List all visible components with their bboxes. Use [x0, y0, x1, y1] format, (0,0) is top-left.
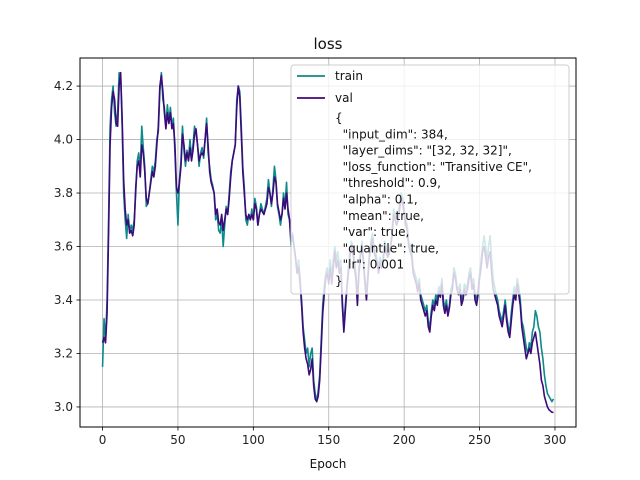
legend-note-line: "mean": true, [335, 209, 424, 223]
x-tick-label: 300 [544, 433, 567, 447]
y-tick-label: 3.2 [54, 346, 73, 360]
plot-frame [79, 57, 577, 428]
legend: train val { "input_dim": 384, "layer_dims"… [290, 64, 570, 295]
y-axis-ticks: 3.0 3.2 3.4 3.6 3.8 4.0 4.2 [54, 79, 80, 414]
legend-note-line: "var": true, [335, 225, 409, 239]
legend-note-line: "quantile": true, [335, 241, 439, 255]
legend-note-line: { [335, 111, 343, 125]
y-tick-label: 3.4 [54, 293, 73, 307]
chart-title: loss [314, 35, 343, 53]
y-tick-label: 3.6 [54, 240, 73, 254]
legend-note-line: "loss_function": "Transitive CE", [335, 160, 532, 174]
x-axis-label: Epoch [310, 457, 347, 471]
legend-note-line: "input_dim": 384, [335, 127, 448, 141]
x-tick-label: 0 [99, 433, 107, 447]
legend-note-line: "lr": 0.001 [335, 258, 404, 272]
legend-label-val: val [335, 91, 353, 105]
x-tick-label: 50 [170, 433, 185, 447]
legend-note-line: } [335, 274, 343, 288]
legend-note-line: "layer_dims": "[32, 32, 32]", [335, 144, 512, 158]
x-tick-label: 250 [468, 433, 491, 447]
y-tick-label: 3.8 [54, 186, 73, 200]
x-tick-label: 100 [242, 433, 265, 447]
x-tick-label: 200 [393, 433, 416, 447]
legend-label-train: train [335, 69, 363, 83]
y-tick-label: 4.0 [54, 133, 73, 147]
x-axis-ticks: 0 50 100 150 200 250 300 [99, 427, 567, 447]
legend-box [290, 64, 570, 295]
y-tick-label: 3.0 [54, 400, 73, 414]
y-tick-label: 4.2 [54, 79, 73, 93]
x-tick-label: 150 [317, 433, 340, 447]
legend-note-line: "alpha": 0.1, [335, 193, 418, 207]
legend-note-line: "threshold": 0.9, [335, 176, 441, 190]
